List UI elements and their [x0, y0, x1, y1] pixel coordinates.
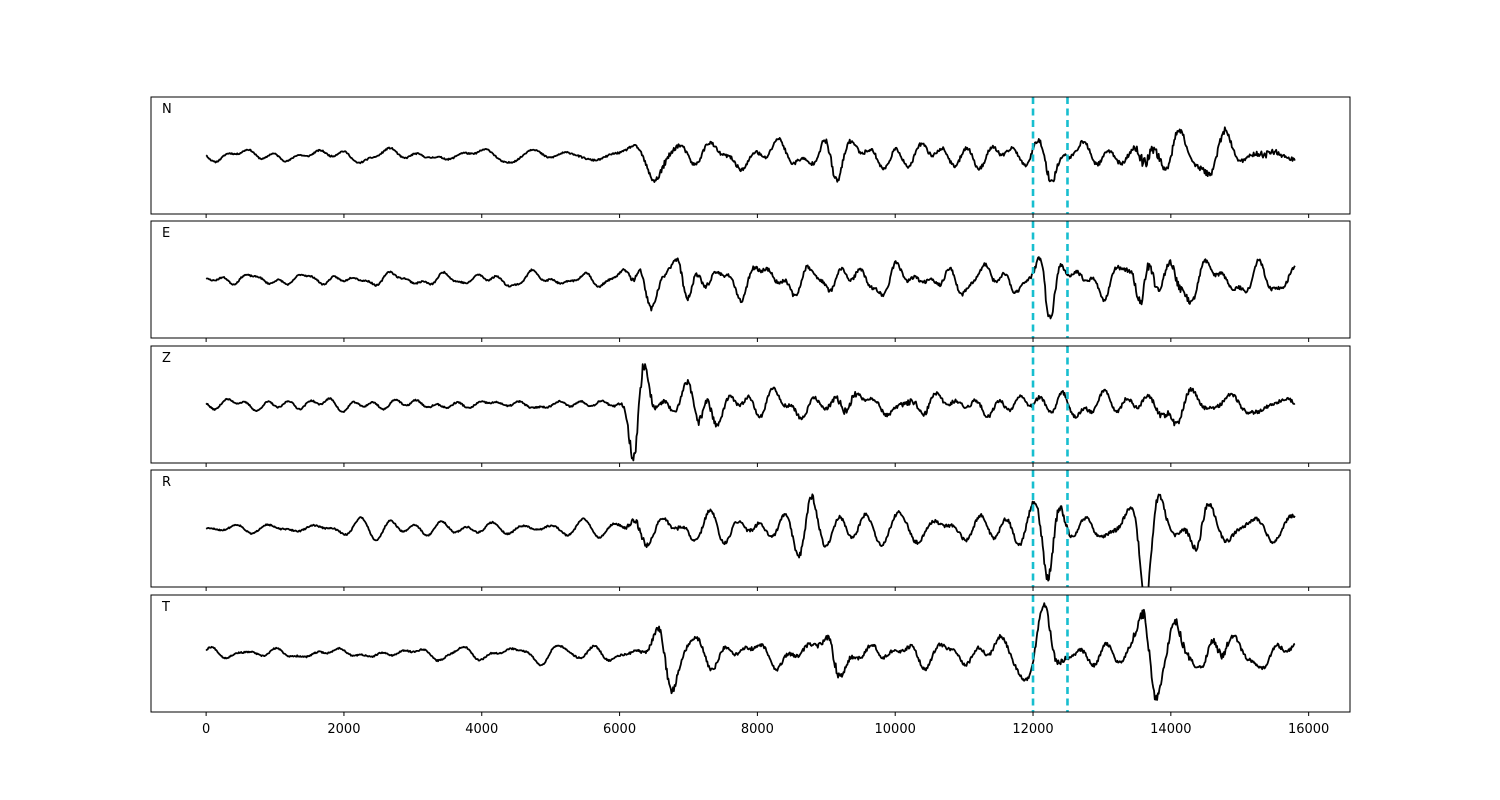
panel-label-t: T [161, 600, 170, 615]
x-axis: 0 2000 4000 6000 8000 10000 12000 14000 16000 [202, 722, 1329, 737]
trace-r [205, 493, 1296, 587]
panel-t: T [150, 594, 1351, 716]
x-tick-label: 4000 [465, 722, 498, 737]
x-tick-label: 16000 [1288, 722, 1329, 737]
x-tick-label: 12000 [1012, 722, 1053, 737]
panel-e: E [150, 220, 1351, 342]
x-tick-label: 8000 [741, 722, 774, 737]
panel-frame [150, 345, 1351, 464]
panel-frame [150, 96, 1351, 215]
panel-label-e: E [162, 226, 170, 241]
panel-frame [150, 220, 1351, 339]
trace-t [205, 602, 1296, 701]
panel-label-r: R [162, 475, 171, 490]
trace-e [205, 256, 1296, 320]
x-tick-label: 6000 [603, 722, 636, 737]
panel-r: R [150, 469, 1351, 591]
x-tick-label: 2000 [327, 722, 360, 737]
x-tick-label: 0 [202, 722, 210, 737]
panel-n: N [150, 96, 1351, 218]
trace-n [205, 126, 1296, 183]
panel-label-n: N [162, 102, 172, 117]
panel-frame [150, 594, 1351, 713]
panel-frame [150, 469, 1351, 588]
trace-z [205, 363, 1296, 462]
x-tick-label: 10000 [875, 722, 916, 737]
panel-label-z: Z [162, 351, 171, 366]
x-tick-label: 14000 [1150, 722, 1191, 737]
panel-z: Z [150, 345, 1351, 467]
